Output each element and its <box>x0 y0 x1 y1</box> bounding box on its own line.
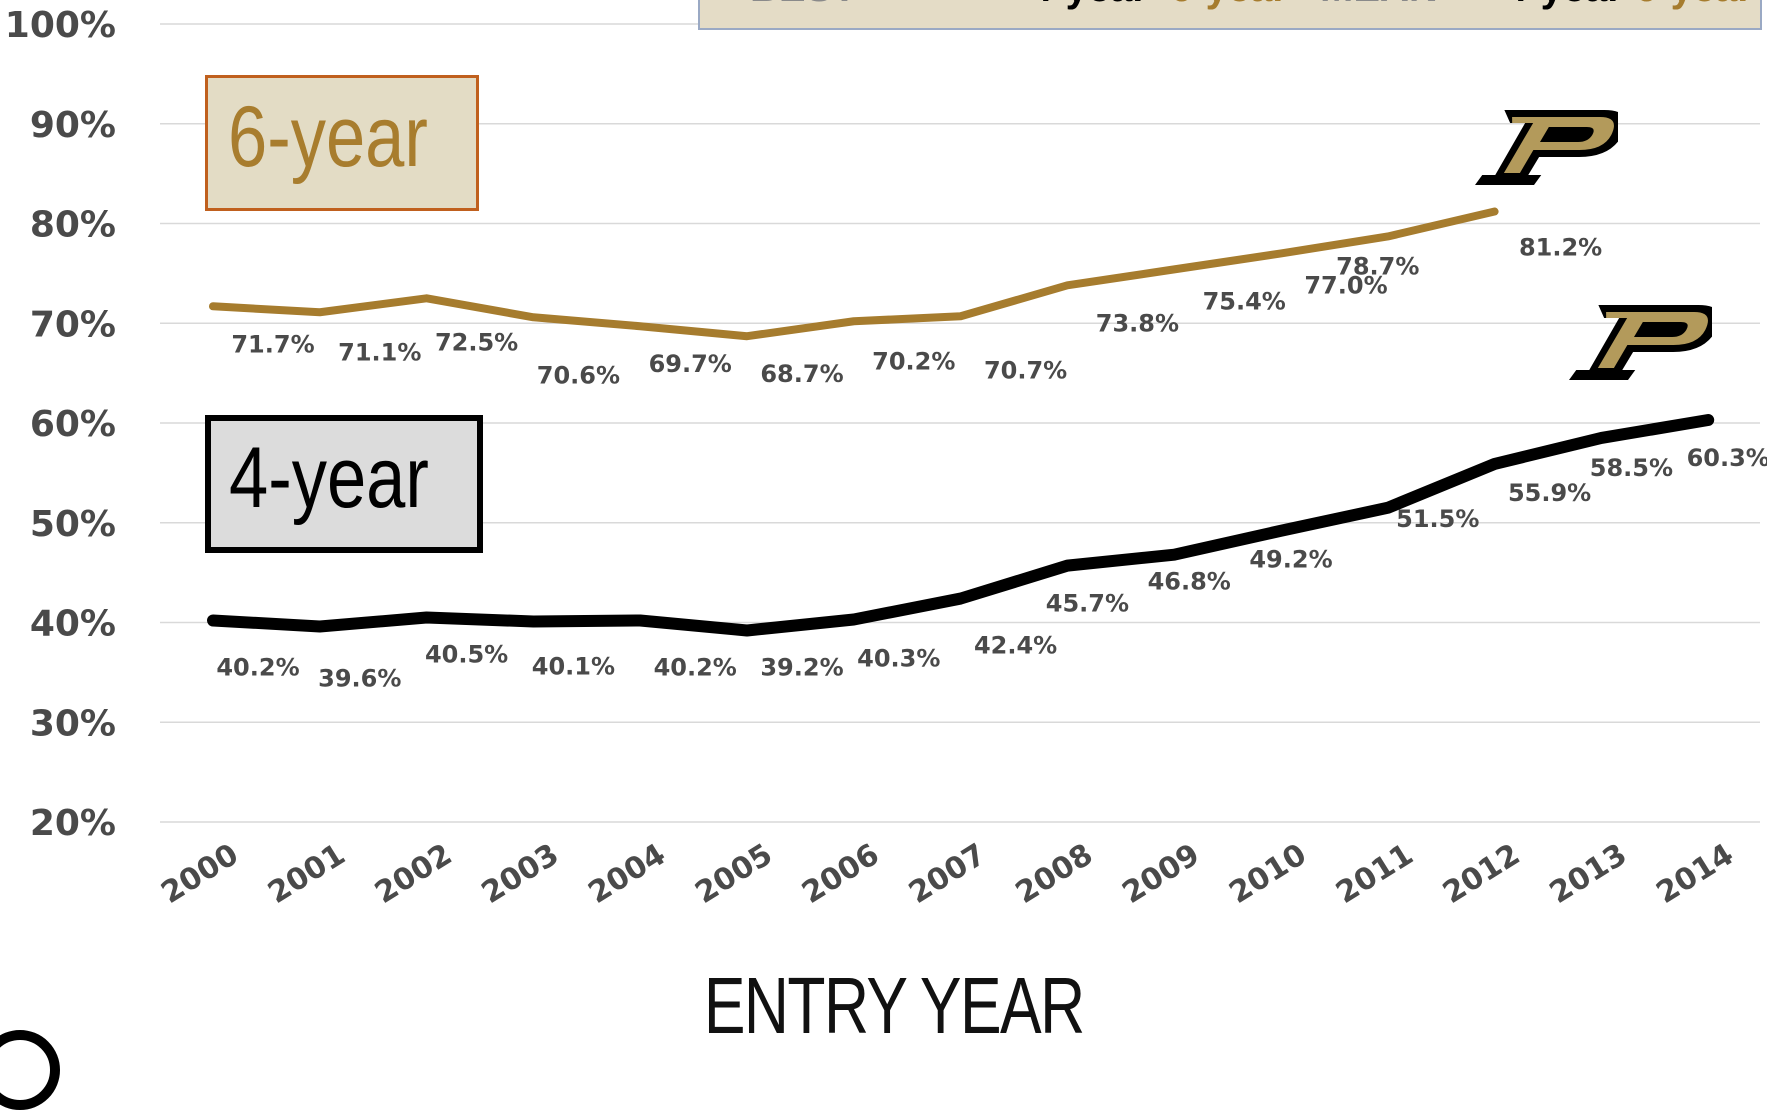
data-label-4-year: 40.3% <box>857 645 940 673</box>
data-label-6-year: 70.7% <box>984 356 1067 384</box>
data-label-4-year: 40.2% <box>654 654 737 682</box>
y-tick-label: 50% <box>30 504 116 545</box>
x-tick-label: 2013 <box>1544 837 1633 911</box>
header-6year-text-2: 6-year <box>1635 0 1753 11</box>
legend-label-4-year: 4-year <box>229 430 429 526</box>
data-label-4-year: 45.7% <box>1046 590 1129 618</box>
line-chart: 100%90%80%70%60%50%40%30%20% 2000 2001 200… <box>5 5 1767 911</box>
x-tick-label: 2001 <box>262 837 351 911</box>
data-label-4-year: 60.3% <box>1687 444 1767 472</box>
x-axis-ticks: 2000 2001 2002 2003 2004 2005 2006 2007 2008 2009… <box>155 837 1740 911</box>
x-tick-label: 2011 <box>1330 837 1419 911</box>
x-tick-label: 2007 <box>903 837 992 911</box>
data-label-6-year: 72.5% <box>435 328 518 356</box>
x-tick-label: 2014 <box>1650 837 1739 911</box>
data-label-4-year: 49.2% <box>1249 546 1332 574</box>
data-label-6-year: 69.7% <box>649 350 732 378</box>
header-best-text: BEST <box>750 0 857 11</box>
y-tick-label: 60% <box>30 404 116 445</box>
series-line-6-year <box>209 207 1499 341</box>
data-label-6-year: 71.1% <box>338 338 421 366</box>
x-tick-label: 2012 <box>1437 837 1526 911</box>
data-label-6-year: 70.2% <box>872 347 955 375</box>
x-tick-label: 2008 <box>1010 837 1099 911</box>
header-4year-text-2: 4-year <box>1505 0 1623 11</box>
header-mean-text: MEAN <box>1320 0 1438 11</box>
y-tick-label: 20% <box>30 803 116 844</box>
x-tick-label: 2006 <box>796 837 885 911</box>
data-label-4-year: 58.5% <box>1590 454 1673 482</box>
data-label-6-year: 71.7% <box>231 330 314 358</box>
y-tick-label: 70% <box>30 304 116 345</box>
y-tick-label: 100% <box>5 5 116 46</box>
x-tick-label: 2002 <box>369 837 458 911</box>
series-lines <box>207 207 1715 637</box>
header-4year-text: 4-year <box>1030 0 1148 11</box>
data-label-6-year: 73.8% <box>1096 309 1179 337</box>
legend-box-4-year: 4-year <box>205 415 483 553</box>
x-tick-label: 2000 <box>155 837 244 911</box>
data-label-4-year: 40.2% <box>216 654 299 682</box>
data-label-4-year: 46.8% <box>1148 568 1231 596</box>
data-label-6-year: 77.0% <box>1304 271 1387 299</box>
data-label-6-year: 75.4% <box>1203 287 1286 315</box>
data-label-4-year: 39.6% <box>318 664 401 692</box>
data-label-6-year: 78.7% <box>1336 252 1419 280</box>
series-line-4-year <box>207 414 1715 637</box>
data-label-4-year: 42.4% <box>974 632 1057 660</box>
x-tick-label: 2005 <box>689 837 778 911</box>
purdue-p-logo-icon <box>1569 305 1712 380</box>
y-tick-label: 80% <box>30 205 116 246</box>
data-label-4-year: 39.2% <box>760 653 843 681</box>
x-tick-label: 2010 <box>1223 837 1312 911</box>
data-label-6-year: 70.6% <box>537 361 620 389</box>
data-label-6-year: 68.7% <box>760 360 843 388</box>
purdue-p-logo-icon <box>1475 110 1618 185</box>
x-tick-label: 2009 <box>1116 837 1205 911</box>
x-tick-label: 2004 <box>582 837 671 911</box>
data-labels: 71.7% 71.1% 72.5% 70.6% 69.7% 68.7% 70.2% 70.7%… <box>216 234 1767 693</box>
y-axis-ticks: 100% 90% 80% 70% 60% 50% 40% 30% 20% <box>5 5 116 844</box>
x-axis-title: ENTRY YEAR <box>703 961 1085 1050</box>
header-6year-text: 6-year <box>1170 0 1288 11</box>
data-label-4-year: 40.5% <box>425 641 508 669</box>
data-label-4-year: 55.9% <box>1508 479 1591 507</box>
y-tick-label: 30% <box>30 703 116 744</box>
header-legend-strip: BEST 4-year 6-year MEAN 4-year 6-year <box>698 0 1762 30</box>
data-label-4-year: 51.5% <box>1396 505 1479 533</box>
x-tick-label: 2003 <box>476 837 565 911</box>
legend-label-6-year: 6-year <box>228 89 428 185</box>
y-tick-label: 90% <box>30 105 116 146</box>
data-label-4-year: 40.1% <box>532 653 615 681</box>
y-tick-label: 40% <box>30 604 116 645</box>
legend-box-6-year: 6-year <box>205 75 479 211</box>
data-label-6-year: 81.2% <box>1519 234 1602 262</box>
